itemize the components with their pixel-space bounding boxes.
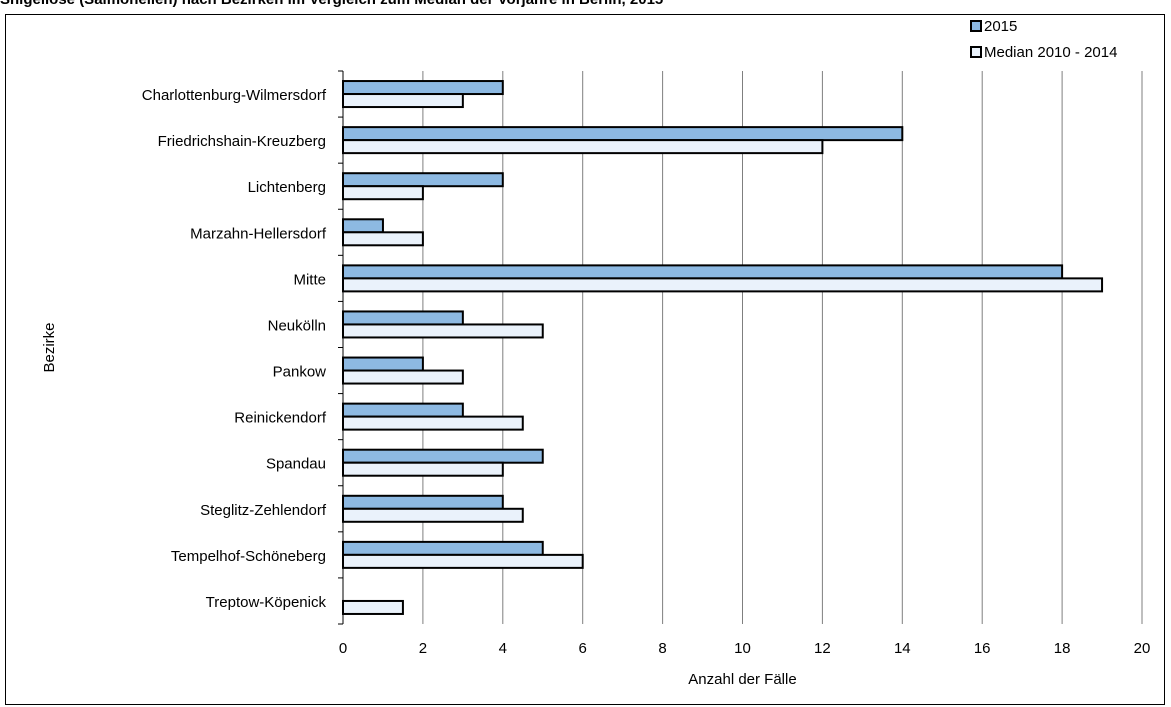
category-label: Pankow	[273, 364, 327, 381]
bar-series-2	[342, 93, 464, 109]
bar-series-1	[342, 218, 384, 234]
legend-swatch	[970, 46, 982, 58]
category-label: Marzahn-Hellersdorf	[190, 225, 327, 242]
x-tick-label: 6	[579, 640, 587, 657]
bar-series-1	[342, 126, 904, 142]
x-tick-label: 12	[814, 640, 831, 657]
category-label: Neukölln	[268, 317, 326, 334]
category-label: Friedrichshain-Kreuzberg	[158, 133, 326, 150]
bar-series-2	[342, 139, 824, 155]
category-label: Spandau	[266, 456, 326, 473]
bar-series-2	[342, 231, 424, 247]
x-tick-label: 18	[1054, 640, 1071, 657]
x-tick-label: 20	[1134, 640, 1151, 657]
chart-frame	[5, 14, 1165, 705]
bar-series-2	[342, 553, 584, 569]
legend-label: Median 2010 - 2014	[984, 44, 1117, 61]
category-label: Mitte	[293, 271, 326, 288]
bar-series-1	[342, 448, 544, 464]
bar-series-2	[342, 415, 524, 431]
category-label: Steglitz-Zehlendorf	[200, 502, 327, 519]
legend-swatch	[970, 20, 982, 32]
legend-label: 2015	[984, 18, 1017, 35]
x-axis-title: Anzahl der Fälle	[688, 671, 796, 688]
bar-series-2	[342, 599, 404, 615]
category-label: Treptow-Köpenick	[206, 594, 327, 611]
category-label: Lichtenberg	[248, 179, 326, 196]
bar-series-1	[342, 80, 504, 96]
category-label: Reinickendorf	[234, 410, 327, 427]
bar-series-2	[342, 185, 424, 201]
bar-series-2	[342, 323, 544, 339]
bar-series-1	[342, 494, 504, 510]
x-tick-label: 16	[974, 640, 991, 657]
category-label: Charlottenburg-Wilmersdorf	[142, 87, 327, 104]
bar-series-1	[342, 540, 544, 556]
x-tick-label: 0	[339, 640, 347, 657]
bar-series-2	[342, 369, 464, 385]
bar-series-2	[342, 277, 1104, 293]
bar-series-2	[342, 507, 524, 523]
category-label: Tempelhof-Schöneberg	[171, 548, 326, 565]
x-tick-label: 4	[499, 640, 507, 657]
x-tick-label: 8	[658, 640, 666, 657]
bar-series-1	[342, 402, 464, 418]
bar-series-1	[342, 264, 1064, 280]
bar-series-1	[342, 172, 504, 188]
x-tick-label: 10	[734, 640, 751, 657]
y-axis-title: Bezirke	[41, 322, 58, 372]
x-tick-label: 2	[419, 640, 427, 657]
bar-series-1	[342, 356, 424, 372]
bar-series-1	[342, 310, 464, 326]
chart-title: Shigellose (Salmonellen) nach Bezirken i…	[0, 0, 663, 8]
chart-title-clip: Shigellose (Salmonellen) nach Bezirken i…	[0, 0, 1171, 14]
x-tick-label: 14	[894, 640, 911, 657]
bar-series-2	[342, 461, 504, 477]
